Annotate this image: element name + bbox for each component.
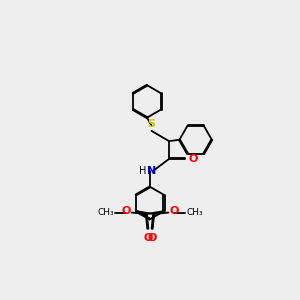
Text: O: O — [169, 206, 178, 216]
Text: N: N — [147, 166, 156, 176]
Text: S: S — [148, 119, 155, 129]
Text: O: O — [143, 233, 152, 243]
Text: H: H — [139, 166, 146, 176]
Text: CH₃: CH₃ — [186, 208, 203, 217]
Text: O: O — [148, 233, 157, 243]
Text: O: O — [189, 154, 198, 164]
Text: CH₃: CH₃ — [97, 208, 114, 217]
Text: O: O — [122, 206, 131, 216]
